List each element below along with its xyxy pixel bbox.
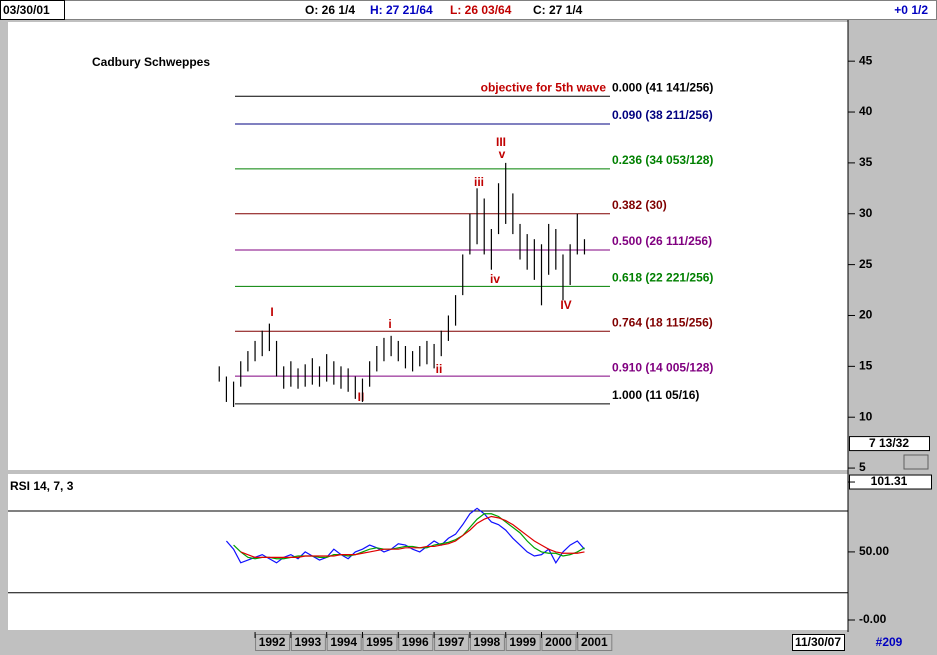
wave-label: iv [490,272,500,286]
fib-label: 0.382 (30) [612,198,667,212]
fib-label: 0.236 (34 053/128) [612,153,713,167]
x-tick-label: 2001 [581,635,608,649]
x-tick-box [505,634,541,651]
footer-count: #209 [876,635,903,649]
fib-label: 0.000 (41 141/256) [612,80,713,94]
header-close: C: 27 1/4 [533,3,583,17]
x-tick-label: 1998 [474,635,501,649]
x-tick-label: 1993 [295,635,322,649]
cursor-box [849,436,930,452]
y-tick-label: 5 [859,460,866,474]
x-tick-box [541,634,577,651]
footer-date: 11/30/07 [795,635,841,649]
x-tick-label: 1997 [438,635,465,649]
y-tick-label: 20 [859,308,873,322]
fib-label: 0.618 (22 221/256) [612,271,713,285]
y-tick-label: 45 [859,53,873,67]
y-tick-label: 15 [859,359,873,373]
x-tick-box [469,634,505,651]
header-date-box [0,0,65,20]
tool-button[interactable] [903,454,929,470]
fib-label: 0.090 (38 211/256) [612,108,713,122]
rsi-y-tick-label: -0.00 [859,612,887,626]
header-date: 03/30/01 [3,3,50,17]
x-tick-box [326,634,362,651]
y-tick-label: 35 [859,155,873,169]
y-tick-label: 40 [859,104,873,118]
wave-label: i [388,317,391,331]
wave-label: I [270,305,273,319]
x-tick-box [398,634,434,651]
header-change: +0 1/2 [894,3,928,17]
x-tick-box [577,634,613,651]
x-tick-label: 1996 [402,635,429,649]
x-tick-label: 1995 [366,635,393,649]
x-tick-box [255,634,291,651]
header-open: O: 26 1/4 [305,3,355,17]
fib-label: 1.000 (11 05/16) [612,388,699,402]
footer-date-box [792,634,845,651]
x-tick-box [290,634,326,651]
wave-label: v [499,147,506,161]
cursor-label: 7 13/32 [869,436,909,450]
price-panel [8,22,848,470]
header-high: H: 27 21/64 [370,3,433,17]
rsi-panel [8,474,848,630]
x-tick-label: 2000 [545,635,572,649]
rsi-y-tick-label: 50.00 [859,544,889,558]
rsi-line [240,515,585,558]
header-low: L: 26 03/64 [450,3,512,17]
wave-label: iii [474,175,484,189]
x-tick-label: 1999 [509,635,536,649]
y-tick-label: 30 [859,206,873,220]
fib-label: 0.500 (26 111/256) [612,234,712,248]
wave-label: IV [560,298,571,312]
y-tick-label: 10 [859,409,873,423]
wave-label: III [496,135,506,149]
x-tick-box [362,634,398,651]
fib-label: 0.910 (14 005/128) [612,360,713,374]
wave-label: ii [436,362,443,376]
rsi-title: RSI 14, 7, 3 [10,479,74,493]
x-tick-box [434,634,470,651]
chart-title: Cadbury Schweppes [92,55,210,69]
rsi-y-tick-label: 101.31 [871,474,908,488]
wave-label: II [358,390,365,404]
wave-label: objective for 5th wave [481,80,607,94]
rsi-line [225,507,585,564]
x-tick-label: 1994 [330,635,357,649]
y-tick-label: 25 [859,257,873,271]
x-tick-label: 1992 [259,635,286,649]
fib-label: 0.764 (18 115/256) [612,315,713,329]
